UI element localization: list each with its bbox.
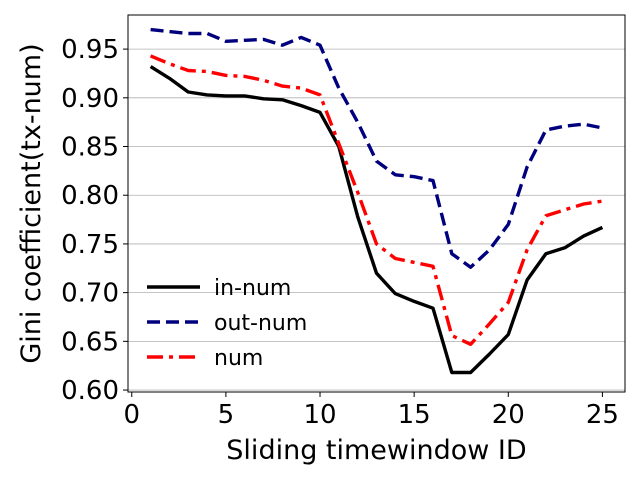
legend-label: out-num	[214, 311, 307, 336]
series-line-in-num	[149, 65, 604, 375]
y-tick-label: 0.75	[61, 230, 119, 260]
y-tick-label: 0.85	[61, 133, 119, 163]
x-tick-label: 10	[303, 400, 336, 430]
y-tick-label: 0.90	[61, 84, 119, 114]
gridlines	[128, 48, 625, 391]
x-tick-label: 5	[218, 400, 235, 430]
legend: in-num out-num num	[147, 276, 307, 371]
y-tick-label: 0.80	[61, 181, 119, 211]
legend-label: num	[214, 346, 263, 371]
x-tick-label: 25	[586, 400, 619, 430]
series-line-out-num	[150, 27, 603, 269]
x-tick-label: 15	[398, 400, 431, 430]
x-axis-ticks: 0 5 10 15 20 25	[123, 392, 619, 430]
y-tick-label: 0.60	[61, 376, 119, 406]
x-tick-label: 0	[123, 400, 140, 430]
plot-area-frame	[127, 14, 626, 393]
y-tick-label: 0.65	[61, 327, 119, 357]
y-axis-ticks: 0.60 0.65 0.70 0.75 0.80 0.85 0.90 0.95	[61, 35, 128, 406]
y-tick-label: 0.70	[61, 279, 119, 309]
x-tick-label: 20	[492, 400, 525, 430]
y-axis-label: Gini coefficient(tx-num)	[16, 43, 47, 363]
y-tick-label: 0.95	[61, 35, 119, 65]
series-lines	[149, 27, 604, 375]
series-line-num	[149, 54, 603, 346]
x-axis-label: Sliding timewindow ID	[226, 435, 526, 466]
legend-label: in-num	[214, 276, 291, 301]
